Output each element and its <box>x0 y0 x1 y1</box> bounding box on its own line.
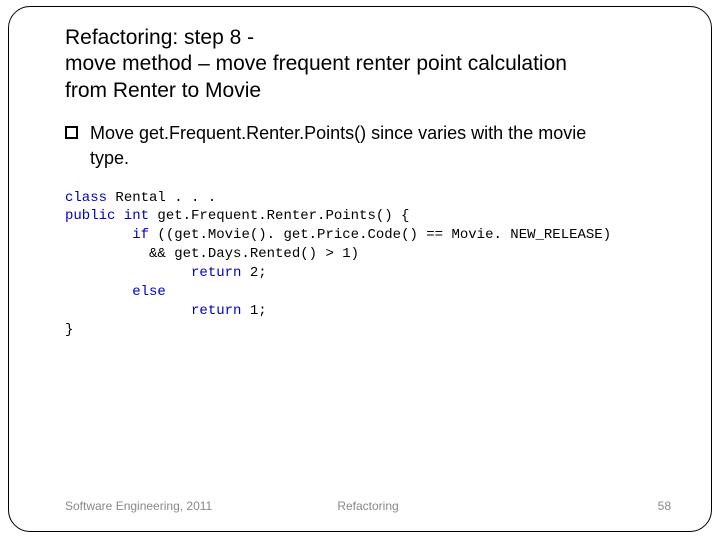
code-l8: } <box>65 322 73 338</box>
code-l6a <box>65 284 132 300</box>
title-line-3: from Renter to Movie <box>65 78 671 104</box>
slide-title: Refactoring: step 8 - move method – move… <box>9 25 711 104</box>
kw-public-int: public int <box>65 208 149 224</box>
code-l5a <box>65 265 191 281</box>
code-l3a <box>65 227 132 243</box>
kw-return-1: return <box>191 265 241 281</box>
code-l5c: 2; <box>241 265 266 281</box>
title-line-2: move method – move frequent renter point… <box>65 51 671 77</box>
footer-page-number: 58 <box>658 499 671 513</box>
code-l4: && get.Days.Rented() > 1) <box>65 246 359 262</box>
content-area: Move get.Frequent.Renter.Points() since … <box>9 104 711 171</box>
bullet-line-1: Move get.Frequent.Renter.Points() since … <box>90 123 586 143</box>
bullet-line-2: type. <box>90 147 671 170</box>
kw-else: else <box>132 284 166 300</box>
slide-footer: Software Engineering, 2011 Refactoring 5… <box>65 499 671 513</box>
slide-frame: Refactoring: step 8 - move method – move… <box>8 6 712 532</box>
footer-left: Software Engineering, 2011 <box>65 499 212 513</box>
square-bullet-icon <box>65 126 78 139</box>
code-block: class Rental . . . public int get.Freque… <box>9 171 711 340</box>
title-line-1: Refactoring: step 8 - <box>65 25 671 51</box>
code-l2b: get.Frequent.Renter.Points() { <box>149 208 409 224</box>
kw-if: if <box>132 227 149 243</box>
kw-return-2: return <box>191 303 241 319</box>
code-l1b: Rental . . . <box>107 190 216 206</box>
code-l7c: 1; <box>241 303 266 319</box>
code-l7a <box>65 303 191 319</box>
code-l3c: ((get.Movie(). get.Price.Code() == Movie… <box>149 227 611 243</box>
bullet-item: Move get.Frequent.Renter.Points() since … <box>65 122 671 171</box>
kw-class: class <box>65 190 107 206</box>
footer-center: Refactoring <box>337 499 398 513</box>
bullet-text-wrap: Move get.Frequent.Renter.Points() since … <box>90 122 671 171</box>
